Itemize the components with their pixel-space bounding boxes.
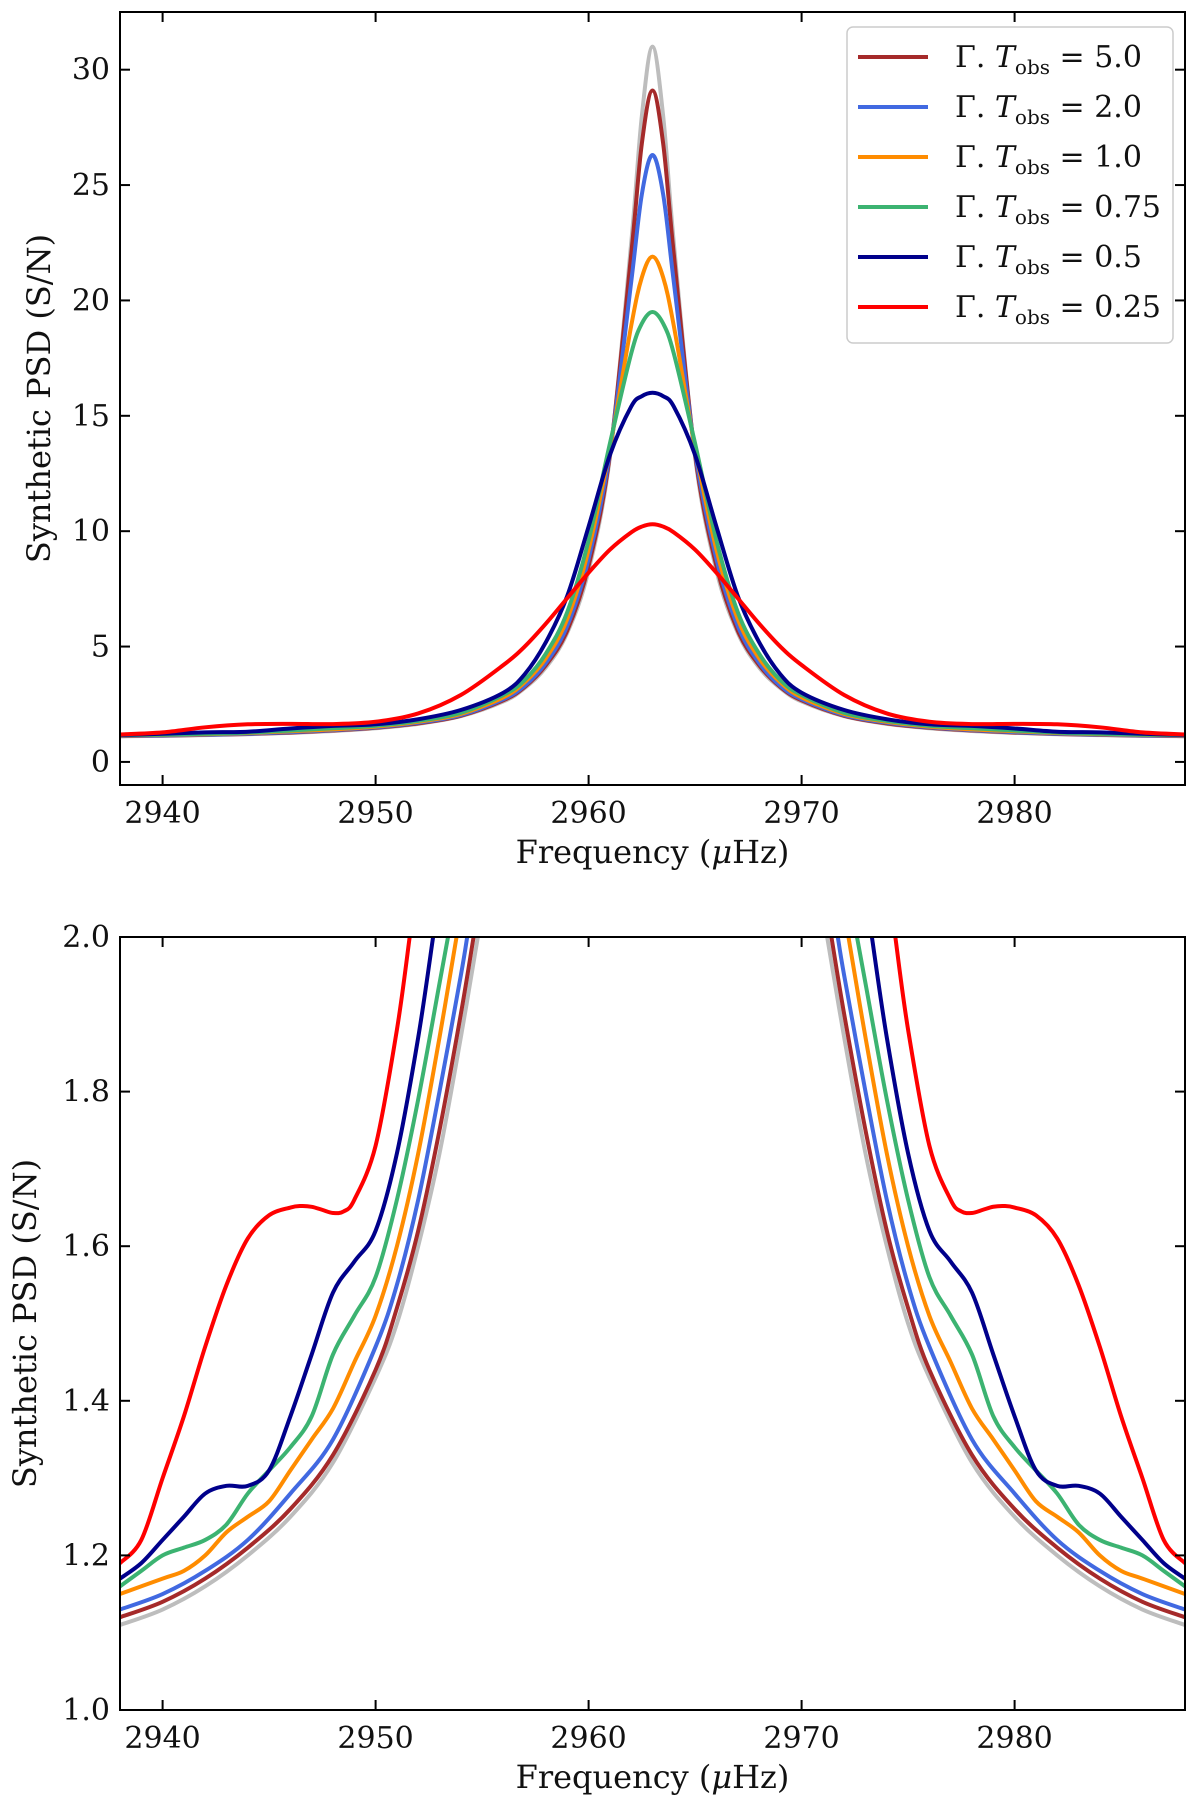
plot-frame	[119, 11, 1186, 786]
y-tick-label: 10	[72, 514, 110, 549]
y-tick-label: 1.8	[62, 1075, 110, 1110]
legend-label-g5: Γ. Tobs = 5.0	[955, 40, 1142, 79]
legend-label-g025: Γ. Tobs = 0.25	[955, 290, 1161, 329]
x-tick-label: 2970	[763, 1721, 839, 1756]
series-line-g2-right	[835, 937, 1185, 1612]
series-line-g05-right	[869, 937, 1185, 1581]
y-axis-label: Synthetic PSD (S/N)	[6, 1159, 44, 1488]
x-tick-label: 2940	[124, 796, 200, 831]
legend-label-g2: Γ. Tobs = 2.0	[955, 90, 1142, 129]
x-tick-label: 2950	[337, 1721, 413, 1756]
legend-label-g05: Γ. Tobs = 0.5	[955, 240, 1142, 279]
x-tick-label: 2980	[976, 796, 1052, 831]
series-line-reference-left	[120, 937, 480, 1627]
y-tick-label: 1.2	[62, 1538, 110, 1573]
x-tick-label: 2980	[976, 1721, 1052, 1756]
series-line-g075-right	[854, 937, 1185, 1589]
legend-label-g1: Γ. Tobs = 1.0	[955, 140, 1142, 179]
legend-box	[846, 26, 1174, 344]
y-tick-label: 1.6	[62, 1229, 110, 1264]
series-line-g025	[120, 522, 1185, 737]
y-tick-label: 25	[72, 168, 110, 203]
x-axis-label: Frequency (μHz)	[516, 833, 790, 871]
y-tick-label: 1.4	[62, 1384, 110, 1419]
x-tick-label: 2960	[550, 1721, 626, 1756]
series-group	[120, 937, 1185, 1627]
legend: Γ. Tobs = 5.0 Γ. Tobs = 2.0 Γ. Tobs = 1.0 Γ…	[846, 26, 1174, 344]
y-axis-label: Synthetic PSD (S/N)	[20, 234, 58, 563]
top-panel: 2940 2950 2960 2970 2980 0 5 10 15 20 25 30 Frequenc…	[20, 11, 1186, 871]
y-tick-label: 15	[72, 399, 110, 434]
bottom-panel: 2940 2950 2960 2970 2980 1.0 1.2 1.4 1.6 1.8 2.0 Fr…	[6, 920, 1186, 1796]
x-tick-label: 2970	[763, 796, 839, 831]
y-tick-label: 5	[91, 630, 110, 665]
series-line-g05-left	[120, 937, 436, 1581]
y-tick-label: 2.0	[62, 920, 110, 955]
x-tick-label: 2960	[550, 796, 626, 831]
x-tick-label: 2940	[124, 1721, 200, 1756]
series-line-g05	[120, 390, 1185, 737]
series-line-g025-left	[120, 937, 412, 1566]
x-tick-label: 2950	[337, 796, 413, 831]
series-line-g1-right	[846, 937, 1185, 1597]
series-line-g5-left	[120, 937, 476, 1620]
series-line-g5-right	[829, 937, 1185, 1620]
series-line-reference-right	[825, 937, 1185, 1627]
legend-label-g075: Γ. Tobs = 0.75	[955, 190, 1161, 229]
x-axis-label: Frequency (μHz)	[516, 1758, 790, 1796]
series-line-g2-left	[120, 937, 470, 1612]
series-group	[120, 44, 1185, 739]
y-tick-label: 20	[72, 283, 110, 318]
y-tick-label: 30	[72, 53, 110, 88]
series-line-g1-left	[120, 937, 459, 1597]
plot-frame	[119, 936, 1186, 1711]
y-tick-label: 1.0	[62, 1693, 110, 1728]
y-tick-label: 0	[91, 745, 110, 780]
series-line-g075-left	[120, 937, 451, 1589]
series-line-g025-right	[893, 937, 1185, 1566]
